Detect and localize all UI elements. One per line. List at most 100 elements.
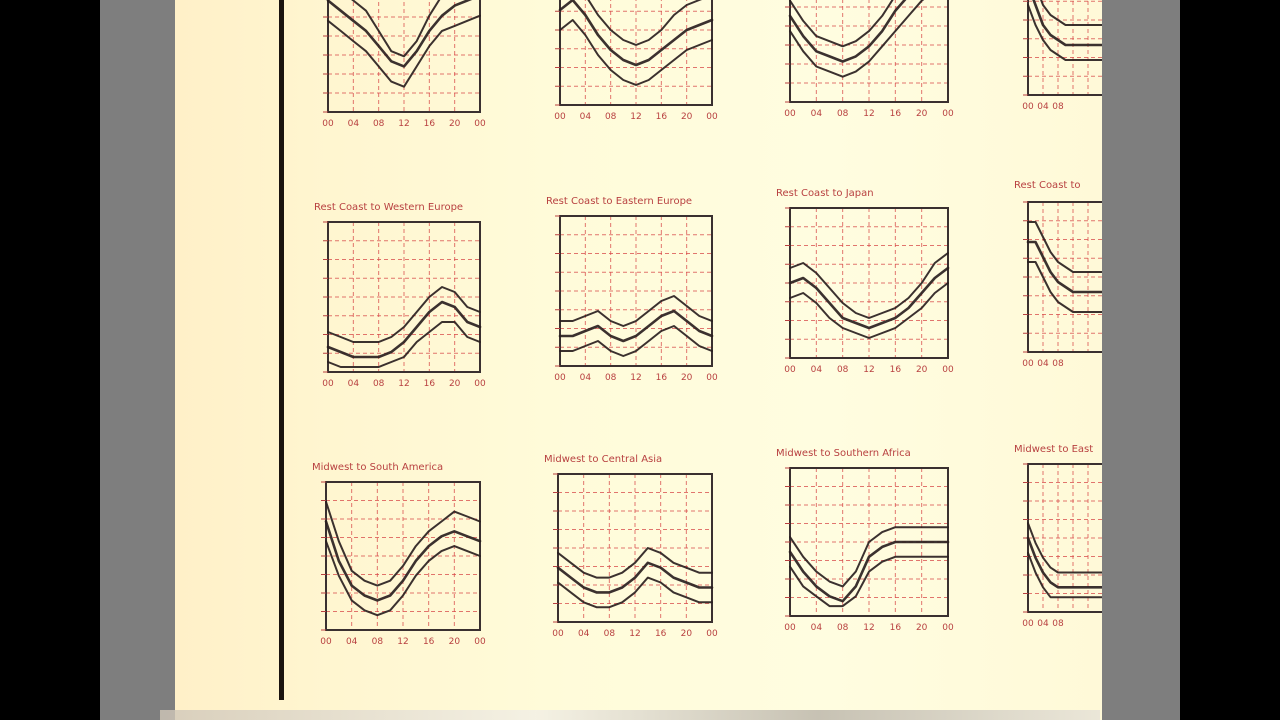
x-tick-label: 20 [681, 373, 693, 383]
chart-title: Midwest to East [1014, 444, 1093, 455]
series-line [556, 561, 714, 594]
x-tick-label: 00 [942, 623, 954, 633]
x-tick-label: 00 [706, 112, 718, 122]
series-line [789, 282, 949, 339]
x-tick-label: 00 [554, 112, 566, 122]
x-tick-label: 00 [322, 379, 334, 389]
chart-panel-3: 00 04 08 12 16 20 00 [784, 0, 954, 119]
x-tick-label: 00 [320, 637, 332, 647]
series-line [789, 555, 949, 608]
series-line [557, 547, 713, 579]
chart-title: Midwest to Central Asia [544, 454, 662, 465]
series-line [788, 266, 950, 330]
series-line [789, 0, 894, 48]
x-tick-label: 00 [322, 119, 334, 129]
x-tick-label: 08 [605, 112, 617, 122]
x-tick-label: 00 [942, 109, 954, 119]
series-line [351, 0, 441, 58]
series-line [1027, 261, 1102, 313]
left-gray-border [100, 0, 175, 720]
x-tick-label: 00 [1022, 619, 1034, 629]
x-tick-label: 16 [890, 109, 902, 119]
x-tick-label: 00 [706, 629, 718, 639]
series-line [325, 540, 481, 617]
x-tick-label: 16 [655, 629, 667, 639]
chart-panel-5: 00 04 08 12 16 20 00 Rest Coast to Western Euro… [314, 202, 486, 389]
series-line [1027, 221, 1102, 273]
chart-panel-1: 00 04 08 12 16 20 00 [322, 0, 486, 129]
x-tick-label: 08 [1052, 359, 1064, 369]
x-tick-label: 16 [656, 373, 668, 383]
x-tick-label: 20 [916, 109, 928, 119]
x-tick-label: 08 [373, 379, 385, 389]
x-tick-label: 08 [837, 365, 849, 375]
series-line [325, 500, 481, 587]
series-line [1027, 551, 1102, 599]
chart-panel-2: 00 04 08 12 16 20 00 [554, 0, 718, 122]
x-tick-label: 04 [811, 623, 823, 633]
x-tick-label: 04 [1037, 619, 1049, 629]
tape-scanline [160, 710, 1100, 720]
chart-panel-12: 00 04 08 Midwest to East [1014, 444, 1102, 629]
series-line [1040, 0, 1102, 26]
series-line [1026, 536, 1102, 589]
series-line [1027, 4, 1102, 61]
series-line [326, 0, 473, 68]
page-margin-rule [279, 0, 284, 700]
x-tick-label: 00 [784, 109, 796, 119]
series-line [557, 576, 713, 609]
chart-title: Rest Coast to [1014, 180, 1081, 191]
x-tick-label: 20 [916, 365, 928, 375]
x-tick-label: 12 [398, 119, 409, 129]
x-tick-label: 04 [348, 379, 360, 389]
right-gray-border [1102, 0, 1180, 720]
x-tick-label: 16 [890, 365, 902, 375]
x-tick-label: 04 [578, 629, 590, 639]
x-tick-label: 12 [863, 623, 874, 633]
series-line [327, 14, 481, 88]
x-tick-label: 16 [890, 623, 902, 633]
chart-panel-8: 00 04 08 Rest Coast to [1014, 180, 1102, 369]
x-tick-label: 08 [837, 623, 849, 633]
x-tick-label: 12 [630, 112, 641, 122]
x-tick-label: 00 [554, 373, 566, 383]
x-tick-label: 08 [837, 109, 849, 119]
series-line [559, 325, 713, 357]
series-line [1027, 522, 1102, 574]
x-tick-label: 20 [681, 629, 693, 639]
series-line [788, 540, 950, 603]
x-tick-label: 00 [474, 637, 486, 647]
x-tick-label: 08 [605, 373, 617, 383]
series-line [327, 321, 481, 368]
x-tick-label: 00 [784, 623, 796, 633]
x-tick-label: 04 [1037, 359, 1049, 369]
x-tick-label: 00 [784, 365, 796, 375]
x-tick-label: 04 [811, 109, 823, 119]
series-line [559, 19, 713, 86]
series-line [788, 0, 907, 63]
series-line [559, 295, 713, 327]
x-tick-label: 16 [423, 637, 435, 647]
x-tick-label: 12 [863, 109, 874, 119]
chart-panel-6: 00 04 08 12 16 20 00 Rest Coast to Eastern Euro… [546, 196, 718, 383]
x-tick-label: 00 [706, 373, 718, 383]
chart-title: Rest Coast to Eastern Europe [546, 196, 692, 207]
x-tick-label: 16 [424, 119, 436, 129]
series-line [558, 0, 714, 67]
chart-title: Rest Coast to Western Europe [314, 202, 463, 213]
x-tick-label: 00 [942, 365, 954, 375]
series-line [558, 309, 714, 343]
x-tick-label: 20 [449, 379, 461, 389]
chart-title: Rest Coast to Japan [776, 188, 874, 199]
x-tick-label: 12 [629, 629, 640, 639]
series-line [1032, 0, 1102, 47]
chart-panel-7: 00 04 08 12 16 20 00 Rest Coast to Japan [776, 188, 954, 375]
x-tick-label: 00 [474, 119, 486, 129]
x-tick-label: 04 [580, 373, 592, 383]
chart-title: Midwest to South America [312, 462, 443, 473]
x-tick-label: 08 [373, 119, 385, 129]
x-tick-label: 20 [449, 637, 461, 647]
series-line [324, 520, 482, 602]
